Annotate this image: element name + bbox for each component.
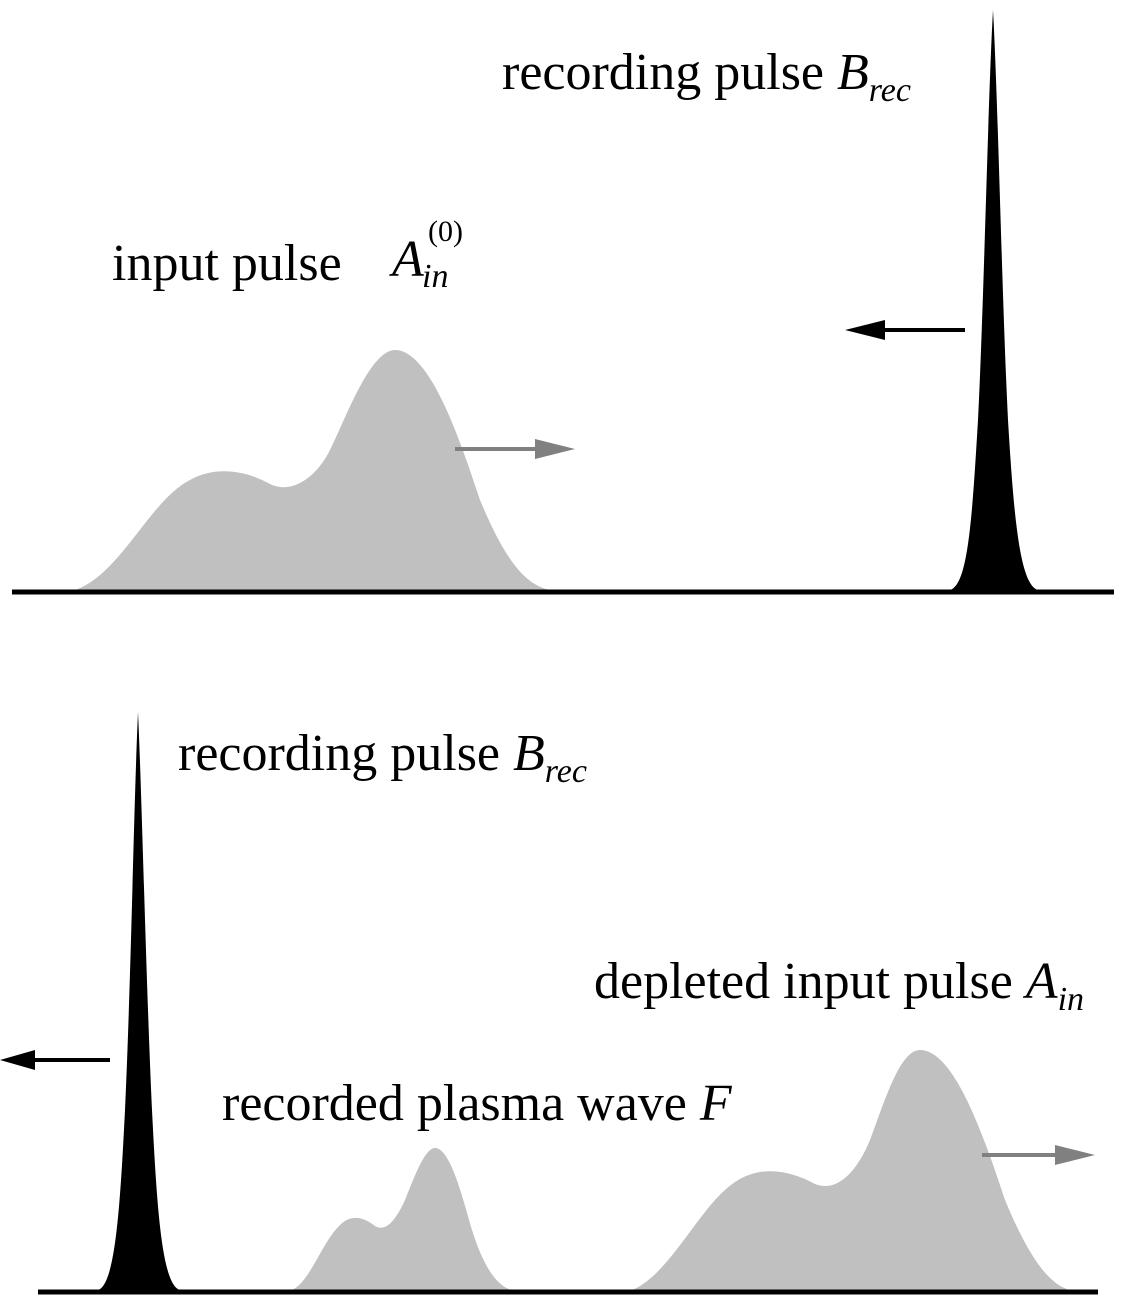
recording-pulse-shape-bottom — [98, 712, 180, 1290]
recording-pulse-label-bottom: recording pulse Brec — [178, 725, 587, 790]
input-pulse-symbol: A (0) in — [392, 215, 463, 295]
input-pulse-label: input pulse — [112, 235, 342, 292]
recording-pulse-label-top: recording pulse Brec — [502, 44, 911, 109]
depleted-pulse-label: depleted input pulse Ain — [594, 953, 1085, 1018]
recording-pulse-arrow-bottom — [0, 1050, 110, 1070]
plasma-wave-label: recorded plasma wave F — [222, 1075, 732, 1132]
recording-pulse-shape — [950, 10, 1038, 590]
input-pulse-arrow — [455, 439, 575, 459]
recording-pulse-arrow — [845, 320, 965, 340]
depleted-pulse-shape — [632, 1050, 1070, 1290]
input-pulse-shape — [75, 350, 550, 590]
depleted-pulse-arrow — [982, 1145, 1095, 1165]
plasma-wave-shape — [292, 1148, 512, 1290]
